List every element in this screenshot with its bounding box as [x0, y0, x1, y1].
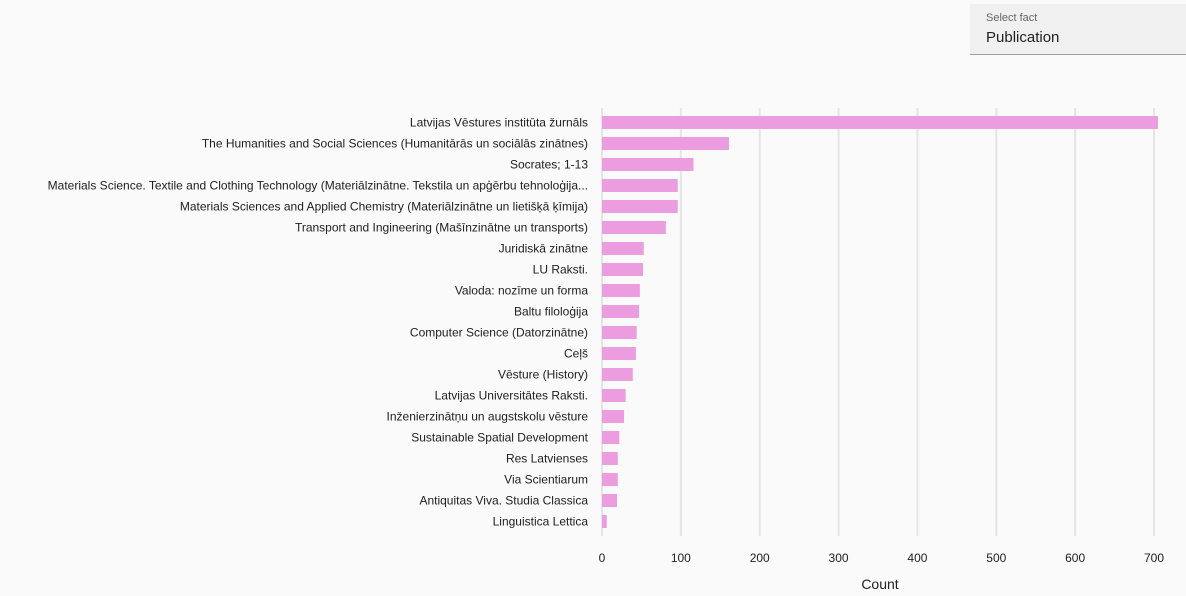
bar[interactable] — [602, 368, 633, 381]
y-tick-label: Computer Science (Datorzinātne) — [410, 326, 588, 340]
bar[interactable] — [602, 473, 618, 486]
select-fact-value: Publication — [986, 29, 1060, 46]
x-tick-label: 0 — [599, 551, 606, 565]
y-tick-label: Vēsture (History) — [498, 368, 588, 382]
bar[interactable] — [602, 410, 625, 423]
bar[interactable] — [602, 263, 644, 276]
select-fact-label: Select fact — [986, 12, 1038, 24]
y-tick-label: Res Latvienses — [506, 452, 588, 466]
select-fact-dropdown[interactable]: Select fact Publication — [970, 4, 1186, 55]
bar[interactable] — [602, 221, 666, 234]
y-tick-label: Latvijas Universitātes Raksti. — [435, 389, 588, 403]
x-axis-label: Count — [861, 576, 898, 592]
y-tick-label: Sustainable Spatial Development — [411, 431, 588, 445]
y-tick-label: Baltu filoloģija — [514, 305, 588, 319]
x-tick-label: 700 — [1144, 551, 1164, 565]
bar[interactable] — [602, 326, 637, 339]
y-tick-label: Materials Science. Textile and Clothing … — [48, 179, 588, 193]
y-tick-label: Socrates; 1-13 — [510, 158, 588, 172]
y-tick-label: Antiquitas Viva. Studia Classica — [419, 494, 588, 508]
bar[interactable] — [602, 389, 626, 402]
bar[interactable] — [602, 116, 1158, 129]
x-tick-labels: 0 100 200 300 400 500 600 700 — [599, 551, 1165, 565]
y-tick-label: The Humanities and Social Sciences (Huma… — [202, 137, 588, 151]
bar[interactable] — [602, 431, 620, 444]
bar[interactable] — [602, 452, 618, 465]
x-tick-label: 500 — [986, 551, 1006, 565]
bar[interactable] — [602, 137, 729, 150]
bar[interactable] — [602, 158, 694, 171]
bar[interactable] — [602, 179, 678, 192]
y-tick-label: Latvijas Vēstures institūta žurnāls — [410, 116, 588, 130]
y-tick-label: Ceļš — [564, 347, 588, 361]
y-tick-label: Juridiskā zinātne — [499, 242, 589, 256]
y-tick-label: Linguistica Lettica — [493, 515, 589, 529]
y-tick-label: LU Raksti. — [533, 263, 588, 277]
y-tick-label: Inženierzinātņu un augstskolu vēsture — [387, 410, 589, 424]
x-tick-label: 200 — [750, 551, 770, 565]
bar[interactable] — [602, 200, 678, 213]
bar[interactable] — [602, 515, 607, 528]
x-tick-label: 300 — [829, 551, 849, 565]
x-tick-label: 400 — [907, 551, 927, 565]
y-tick-label: Via Scientiarum — [504, 473, 588, 487]
x-tick-label: 600 — [1065, 551, 1085, 565]
bar[interactable] — [602, 305, 640, 318]
x-tick-label: 100 — [671, 551, 691, 565]
y-tick-label: Valoda: nozīme un forma — [455, 284, 589, 298]
bar[interactable] — [602, 284, 640, 297]
bars — [602, 116, 1158, 528]
bar[interactable] — [602, 242, 644, 255]
y-tick-label: Materials Sciences and Applied Chemistry… — [180, 200, 588, 214]
y-tick-labels: Latvijas Vēstures institūta žurnāls The H… — [48, 116, 589, 529]
bar[interactable] — [602, 347, 636, 360]
grid-lines — [601, 108, 1155, 536]
bar[interactable] — [602, 494, 617, 507]
y-tick-label: Transport and Ingineering (Mašīnzinātne … — [295, 221, 588, 235]
